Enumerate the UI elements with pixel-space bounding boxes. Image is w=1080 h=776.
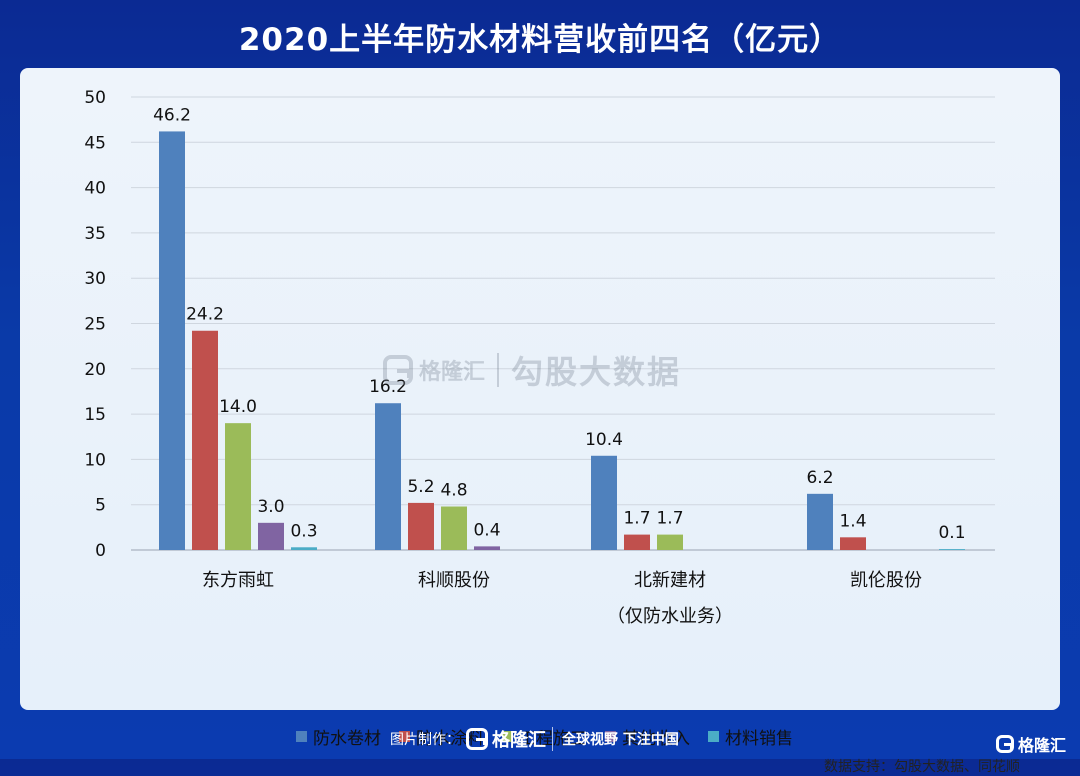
gelonghui-logo-icon: [383, 355, 413, 385]
bar: [474, 546, 500, 550]
legend-swatch: [605, 731, 616, 742]
x-tick-label: 科顺股份: [418, 570, 490, 591]
bar: [225, 423, 251, 550]
bar: [939, 549, 965, 550]
watermark-brand: 格隆汇: [419, 360, 486, 385]
legend-item: 其他收入: [605, 724, 690, 749]
legend-swatch: [502, 731, 513, 742]
data-label: 46.2: [153, 105, 191, 125]
footer-logo: 格隆汇: [466, 726, 546, 752]
legend-label: 材料销售: [725, 729, 793, 749]
footer-made-by: 图片制作：: [390, 732, 460, 748]
data-label: 16.2: [369, 377, 407, 397]
data-label: 0.3: [290, 521, 317, 541]
data-label: 6.2: [806, 468, 833, 488]
chart-card: 0 5 10 15 20 25 30 35 40 45 50 46.2 16.2 10.4 6.2 24.2 5…: [20, 68, 1060, 775]
y-tick-label: 0: [95, 541, 106, 561]
gelonghui-logo-icon: [466, 728, 488, 750]
data-label: 3.0: [257, 497, 284, 517]
y-tick-label: 15: [84, 405, 106, 425]
bar: [159, 131, 185, 550]
footer-divider: [552, 727, 553, 751]
data-label: 14.0: [219, 397, 257, 417]
data-label: 1.7: [623, 509, 650, 529]
gelonghui-logo-icon: [996, 735, 1014, 753]
bar: [375, 403, 401, 550]
legend-label: 工程施工: [519, 729, 587, 749]
y-tick-label: 50: [84, 88, 106, 108]
legend-swatch: [708, 731, 719, 742]
x-tick-label: 东方雨虹: [202, 570, 274, 591]
legend-swatch: [399, 731, 410, 742]
bar: [657, 534, 683, 550]
bar: [258, 522, 284, 550]
legend-label: 防水卷材: [313, 729, 381, 749]
legend-item: 材料销售: [708, 724, 793, 749]
y-tick-label: 25: [84, 315, 106, 335]
y-tick-label: 45: [84, 133, 106, 153]
x-tick-sublabel: （仅防水业务）: [607, 606, 733, 627]
data-label: 0.1: [938, 523, 965, 543]
data-label: 1.4: [839, 511, 866, 531]
watermark-divider: [497, 353, 500, 387]
legend-item: 防水卷材: [296, 724, 381, 749]
bar-chart: 0 5 10 15 20 25 30 35 40 45 50 46.2 16.2 10.4 6.2 24.2 5…: [84, 88, 995, 627]
y-tick-label: 40: [84, 179, 106, 199]
bar: [624, 534, 650, 550]
bar: [591, 455, 617, 550]
y-tick-label: 10: [84, 450, 106, 470]
footer-slogan: 全球视野 下注中国: [562, 732, 679, 748]
data-label: 4.8: [440, 481, 467, 501]
footer: 图片制作： 格隆汇 全球视野 下注中国: [0, 720, 1080, 759]
data-label: 0.4: [473, 520, 500, 540]
watermark: 格隆汇 勾股大数据: [383, 350, 682, 391]
legend-item: 工程施工: [502, 724, 587, 749]
y-tick-label: 20: [84, 360, 106, 380]
y-tick-label: 5: [95, 496, 106, 516]
data-label: 24.2: [186, 305, 224, 325]
bar: [192, 330, 218, 550]
bar: [840, 537, 866, 550]
corner-logo: 格隆汇: [996, 732, 1066, 756]
legend-label: 其他收入: [622, 729, 690, 749]
chart-title: 2020上半年防水材料营收前四名（亿元）: [238, 22, 842, 58]
bar: [291, 547, 317, 550]
data-label: 5.2: [407, 477, 434, 497]
bar: [807, 493, 833, 550]
x-tick-label: 北新建材: [634, 570, 706, 591]
corner-brand: 格隆汇: [1018, 736, 1067, 755]
data-label: 10.4: [585, 430, 623, 450]
footer-brand: 格隆汇: [492, 730, 546, 751]
bar: [441, 506, 467, 550]
y-tick-label: 30: [84, 269, 106, 289]
data-source: 数据支持：勾股大数据、同花顺: [824, 759, 1020, 775]
bar: [408, 502, 434, 550]
y-tick-label: 35: [84, 224, 106, 244]
data-label: 1.7: [656, 509, 683, 529]
watermark-text: 勾股大数据: [511, 353, 682, 391]
legend-swatch: [296, 731, 307, 742]
x-tick-label: 凯伦股份: [850, 570, 922, 591]
